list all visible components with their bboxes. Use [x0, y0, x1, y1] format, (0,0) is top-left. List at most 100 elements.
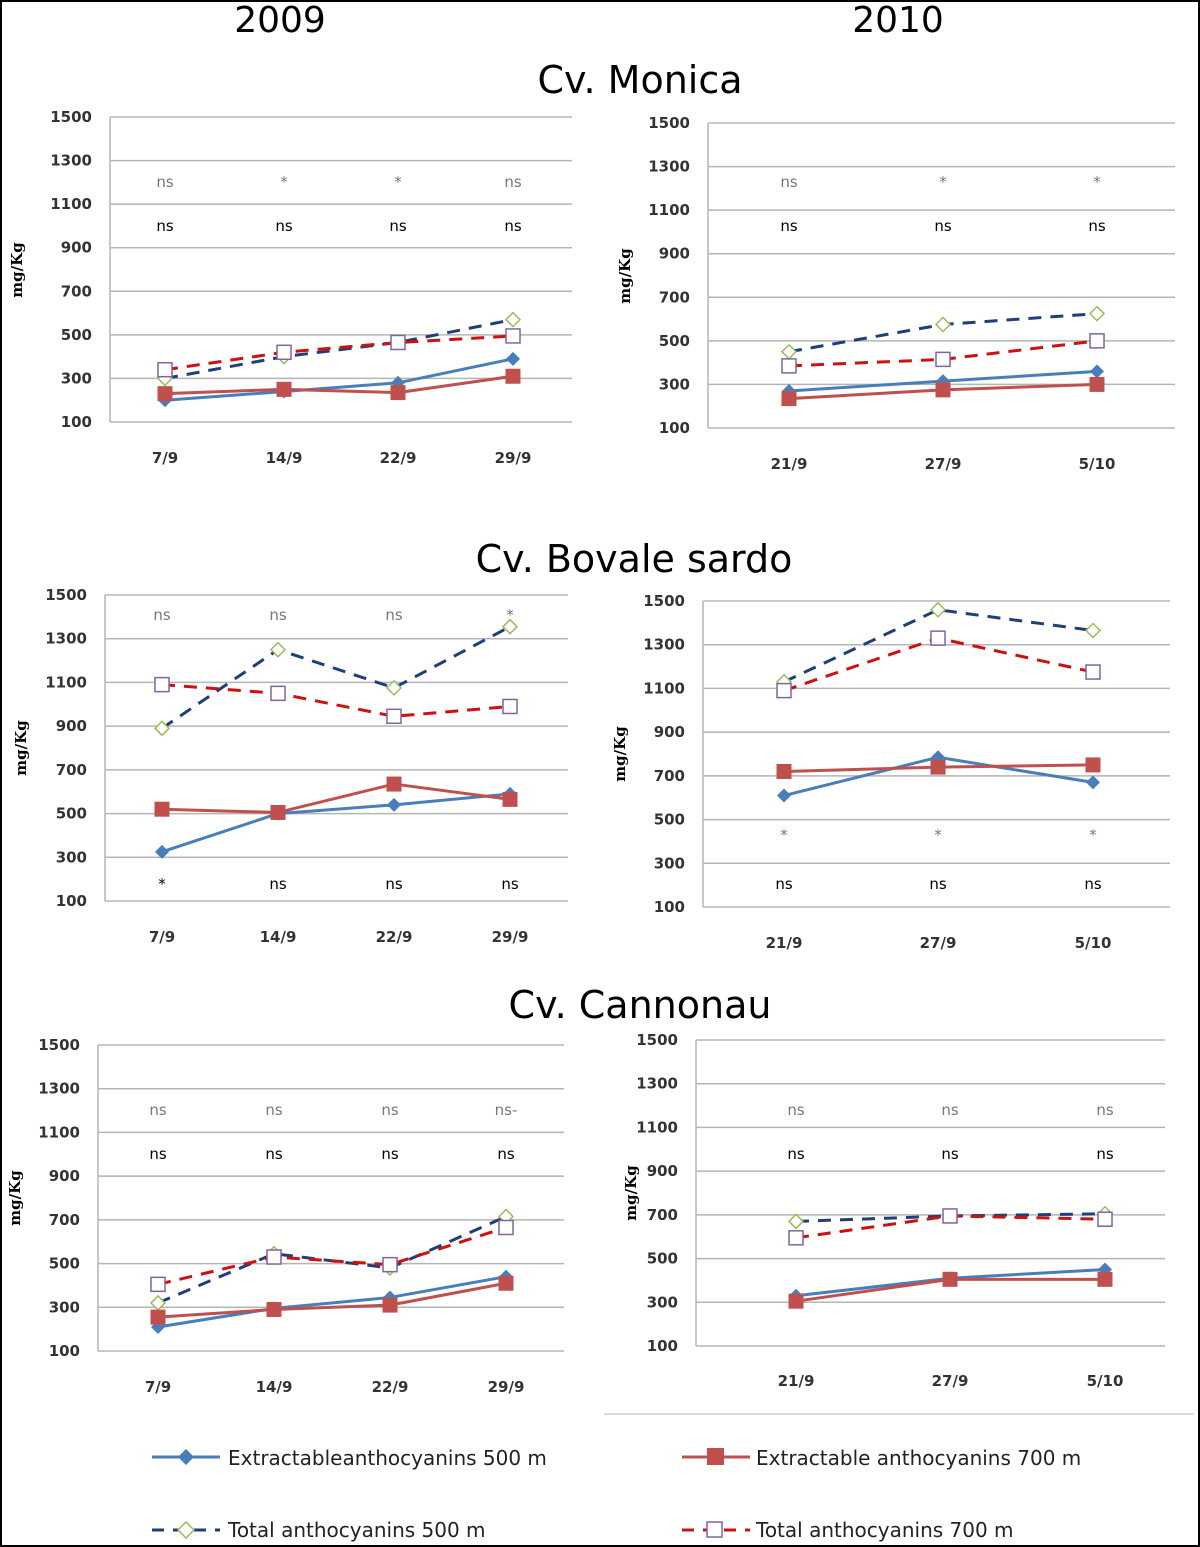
y-tick-label: 1300	[648, 158, 690, 176]
data-point-tot500	[504, 311, 522, 328]
data-point-ext700	[150, 1309, 166, 1325]
series-line-ext700	[164, 374, 514, 396]
y-tick-label: 1500	[45, 586, 87, 604]
significance-label: ns	[265, 1101, 283, 1119]
significance-label: ns	[1084, 875, 1102, 893]
x-tick-label: 14/9	[256, 1378, 293, 1396]
y-tick-label: 700	[56, 761, 87, 779]
y-tick-label: 900	[49, 1167, 80, 1185]
significance-label: ns	[504, 217, 522, 235]
data-point-ext700	[505, 368, 521, 384]
y-tick-label: 100	[659, 419, 690, 437]
data-point-ext500	[1090, 364, 1104, 379]
cultivar-title-cannonau: Cv. Cannonau	[509, 983, 772, 1027]
y-tick-label: 1500	[38, 1036, 80, 1054]
y-tick-label: 700	[49, 1211, 80, 1229]
y-tick-label: 700	[61, 282, 92, 300]
y-tick-label: 1500	[643, 592, 685, 610]
y-tick-label: 1500	[648, 114, 690, 132]
data-point-ext700	[276, 381, 292, 397]
y-tick-label: 1100	[50, 195, 92, 213]
y-tick-label: 1500	[636, 1031, 678, 1049]
data-point-tot700	[505, 328, 521, 344]
significance-label: ns-	[495, 1101, 518, 1119]
y-tick-label: 500	[654, 811, 685, 829]
data-point-tot700	[1097, 1211, 1113, 1227]
legend-item-tot700: Total anthocyanins 700 m	[682, 1518, 1014, 1542]
data-point-tot700	[382, 1256, 398, 1273]
y-tick-label: 1300	[45, 630, 87, 648]
data-point-tot500	[780, 343, 798, 360]
cultivar-title-monica: Cv. Monica	[537, 58, 742, 102]
year-label-2009: 2009	[234, 0, 326, 41]
y-tick-label: 300	[659, 375, 690, 393]
significance-label: ns	[941, 1101, 959, 1119]
data-point-tot700	[154, 676, 170, 693]
data-point-tot700	[776, 682, 792, 699]
data-point-ext500	[155, 844, 169, 859]
data-point-tot700	[276, 344, 292, 361]
x-tick-label: 22/9	[376, 928, 413, 946]
significance-label: ns	[269, 875, 287, 893]
series-line-tot700	[164, 334, 514, 372]
data-point-ext700	[1089, 376, 1105, 392]
data-point-ext700	[502, 791, 518, 807]
y-tick-label: 900	[647, 1162, 678, 1180]
chart-panel-cv-cannonau-2009: 100 300 500 700 900 1100 1300 1500 mg/Kg 7/9 14/9 2…	[6, 1036, 564, 1396]
significance-label: *	[934, 826, 942, 844]
significance-label: *	[158, 875, 166, 893]
significance-label: ns	[941, 1145, 959, 1163]
data-point-ext700	[942, 1271, 958, 1287]
y-axis-label: mg/Kg	[616, 248, 634, 304]
x-tick-label: 5/10	[1079, 455, 1116, 473]
charts-group: 100 300 500 700 900 1100 1300 1500 mg/Kg 7/9 14/9 2…	[6, 108, 1175, 1396]
cultivar-title-bovale-sardo: Cv. Bovale sardo	[476, 537, 793, 581]
y-tick-label: 100	[647, 1337, 678, 1355]
data-point-tot500	[385, 679, 403, 696]
chart-panel-cv-bovale-sardo-2010: 100 300 500 700 900 1100 1300 1500 mg/Kg 21/9 27/9…	[611, 592, 1170, 952]
significance-label: ns	[501, 875, 519, 893]
significance-label: ns	[385, 606, 403, 624]
y-tick-label: 900	[61, 239, 92, 257]
series-line-tot700	[157, 1226, 507, 1286]
y-tick-label: 300	[56, 848, 87, 866]
x-tick-label: 27/9	[920, 934, 957, 952]
significance-label: ns	[1088, 217, 1106, 235]
x-tick-label: 29/9	[492, 928, 529, 946]
y-tick-label: 900	[56, 717, 87, 735]
y-tick-label: 1100	[45, 673, 87, 691]
legend-label-tot700: Total anthocyanins 700 m	[755, 1518, 1014, 1542]
data-point-tot500	[153, 720, 171, 737]
y-tick-label: 1300	[38, 1080, 80, 1098]
y-axis-label: mg/Kg	[611, 726, 629, 782]
x-tick-label: 27/9	[932, 1372, 969, 1390]
y-tick-label: 100	[49, 1342, 80, 1360]
data-point-tot700	[157, 361, 173, 378]
significance-label: ns	[929, 875, 947, 893]
series-line-tot500	[161, 625, 511, 730]
data-point-tot500	[1084, 622, 1102, 639]
data-point-tot500	[1088, 305, 1106, 322]
significance-label: *	[1093, 173, 1101, 191]
y-tick-label: 300	[49, 1298, 80, 1316]
y-tick-label: 1100	[643, 679, 685, 697]
x-tick-label: 7/9	[145, 1378, 171, 1396]
legend-square-marker	[707, 1448, 724, 1465]
data-point-tot500	[501, 618, 519, 635]
y-tick-label: 300	[654, 854, 685, 872]
chart-panel-cv-bovale-sardo-2009: 100 300 500 700 900 1100 1300 1500 mg/Kg 7/9 14/9 2…	[12, 586, 568, 946]
significance-label: ns	[1096, 1145, 1114, 1163]
y-tick-label: 1100	[38, 1123, 80, 1141]
legend: Extractableanthocyanins 500 m Extractabl…	[152, 1446, 1081, 1542]
data-point-ext700	[154, 801, 170, 817]
y-tick-label: 100	[56, 892, 87, 910]
chart-panel-cv-cannonau-2010: 100 300 500 700 900 1100 1300 1500 mg/Kg 21/9 27/9…	[622, 1031, 1165, 1390]
x-tick-label: 21/9	[771, 455, 808, 473]
legend-open-square-marker	[706, 1521, 723, 1538]
data-point-tot700	[935, 351, 951, 368]
data-point-tot500	[269, 641, 287, 658]
data-point-ext700	[157, 386, 173, 402]
chart-panel-cv-monica-2010: 100 300 500 700 900 1100 1300 1500 mg/Kg 21/9 27/9…	[616, 114, 1175, 473]
